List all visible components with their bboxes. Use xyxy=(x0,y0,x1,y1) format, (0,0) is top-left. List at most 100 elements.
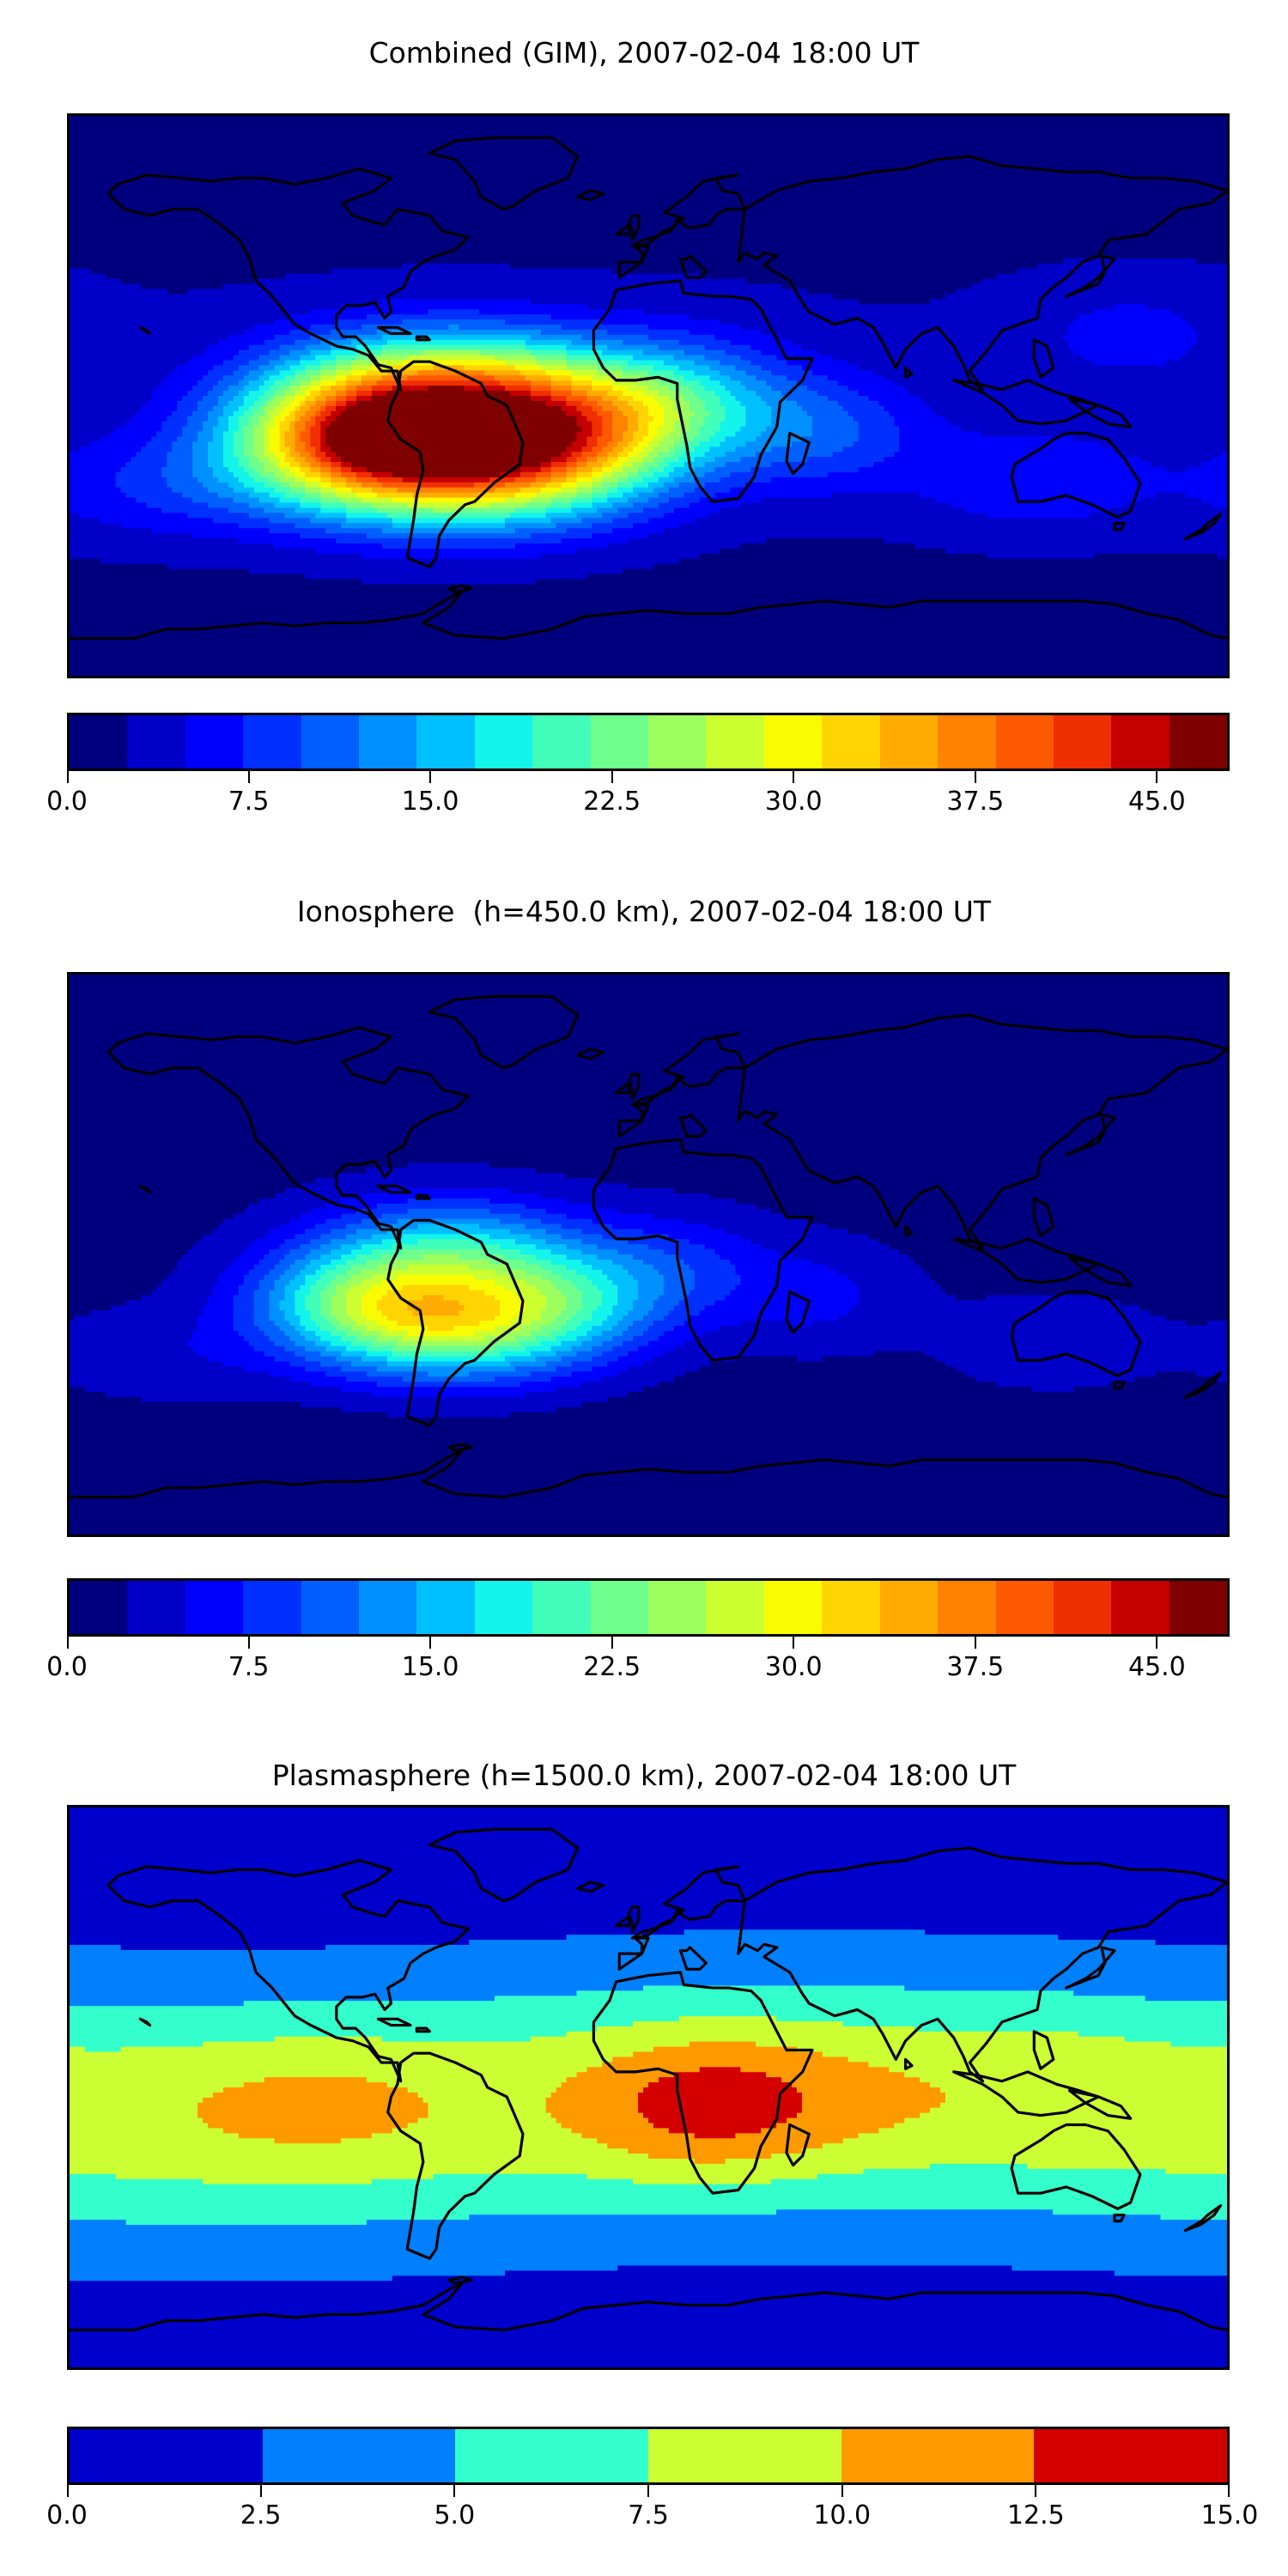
colorbar-band xyxy=(822,1581,880,1634)
colorbar-tick-label: 15.0 xyxy=(1200,2500,1259,2530)
colorbar-band xyxy=(532,1581,591,1634)
colorbar-band xyxy=(70,2429,263,2482)
colorbar-band xyxy=(879,715,939,769)
colorbar-band xyxy=(1169,1581,1227,1634)
colorbar-tick-label: 30.0 xyxy=(764,787,823,817)
colorbar-band xyxy=(841,2429,1035,2482)
colorbar-band xyxy=(359,715,417,769)
colorbar[interactable] xyxy=(67,713,1230,771)
colorbar-tick-label: 22.5 xyxy=(583,787,641,817)
colorbar-band xyxy=(474,715,533,769)
panel-combined-gim: Combined (GIM), 2007-02-04 18:00 UT 0.0 7… xyxy=(0,0,1288,859)
colorbar-tick xyxy=(453,2485,456,2497)
colorbar-band xyxy=(822,715,880,769)
colorbar-tick-label: 10.0 xyxy=(813,2500,872,2530)
colorbar-band xyxy=(243,715,301,769)
map-axes[interactable] xyxy=(67,113,1230,678)
colorbar-tick xyxy=(611,1637,613,1649)
colorbar-band xyxy=(185,1581,244,1634)
colorbar-tick xyxy=(429,1637,432,1649)
colorbar-band xyxy=(243,1581,301,1634)
colorbar-band xyxy=(416,715,475,769)
colorbar-tick xyxy=(793,1637,795,1649)
colorbar-band xyxy=(455,2429,649,2482)
colorbar-tick-label: 2.5 xyxy=(240,2500,282,2530)
colorbar-band xyxy=(416,1581,475,1634)
colorbar[interactable] xyxy=(67,1578,1230,1637)
colorbar-tick-label: 45.0 xyxy=(1127,787,1186,817)
colorbar-band xyxy=(301,1581,360,1634)
colorbar-tick-label: 30.0 xyxy=(764,1652,823,1682)
colorbar-tick xyxy=(247,1637,250,1649)
panel-title: Ionosphere (h=450.0 km), 2007-02-04 18:0… xyxy=(296,895,992,928)
colorbar-band xyxy=(1169,715,1227,769)
colorbar-tick-label: 5.0 xyxy=(434,2500,476,2530)
colorbar-tick-label: 37.5 xyxy=(946,1652,1005,1682)
colorbar-band xyxy=(763,715,823,769)
colorbar-band xyxy=(1111,715,1170,769)
colorbar-tick-label: 7.5 xyxy=(228,787,270,817)
colorbar-tick-label: 12.5 xyxy=(1006,2500,1065,2530)
colorbar-tick-label: 15.0 xyxy=(401,787,459,817)
colorbar-band xyxy=(648,715,707,769)
colorbar-tick xyxy=(429,771,432,783)
colorbar-ticks xyxy=(67,2485,1230,2497)
panel-title: Combined (GIM), 2007-02-04 18:00 UT xyxy=(368,36,920,70)
colorbar-tick xyxy=(67,771,69,783)
colorbar-tick xyxy=(974,771,976,783)
colorbar-ticks xyxy=(67,1637,1230,1649)
map-axes[interactable] xyxy=(67,972,1230,1537)
colorbar-band xyxy=(70,1581,128,1634)
colorbar-tick xyxy=(841,2485,843,2497)
colorbar-band xyxy=(127,1581,185,1634)
colorbar-band xyxy=(301,715,360,769)
colorbar-band xyxy=(763,1581,823,1634)
colorbar-tick-label: 37.5 xyxy=(946,787,1005,817)
colorbar-tick-label: 15.0 xyxy=(401,1652,459,1682)
colorbar-tick-label: 0.0 xyxy=(46,2500,88,2530)
colorbar-tick-labels: 0.0 2.5 5.0 7.5 10.0 12.5 15.0 xyxy=(46,2500,1258,2537)
tec-contour-map xyxy=(70,1807,1227,2367)
colorbar-tick xyxy=(1035,2485,1037,2497)
panel-title: Plasmasphere (h=1500.0 km), 2007-02-04 1… xyxy=(271,1759,1017,1792)
colorbar-band xyxy=(262,2429,456,2482)
colorbar-band xyxy=(70,715,128,769)
colorbar-tick xyxy=(1228,2485,1230,2497)
tec-contour-map xyxy=(70,975,1227,1534)
colorbar-tick xyxy=(67,1637,69,1649)
colorbar[interactable] xyxy=(67,2427,1230,2485)
colorbar-band xyxy=(185,715,244,769)
colorbar-band xyxy=(648,2429,841,2482)
colorbar-tick xyxy=(611,771,613,783)
colorbar-band xyxy=(1111,1581,1170,1634)
tec-contour-map xyxy=(70,116,1227,676)
colorbar-tick xyxy=(1156,1637,1158,1649)
colorbar-tick xyxy=(247,771,250,783)
colorbar-band xyxy=(706,1581,764,1634)
panel-ionosphere: Ionosphere (h=450.0 km), 2007-02-04 18:0… xyxy=(0,859,1288,1726)
colorbar-band xyxy=(1053,1581,1112,1634)
colorbar-tick xyxy=(974,1637,976,1649)
colorbar-tick-label: 0.0 xyxy=(46,1652,88,1682)
colorbar-band xyxy=(590,715,649,769)
map-axes[interactable] xyxy=(67,1805,1230,2370)
panel-plasmasphere: Plasmasphere (h=1500.0 km), 2007-02-04 1… xyxy=(0,1726,1288,2576)
colorbar-band xyxy=(590,1581,649,1634)
colorbar-band xyxy=(938,715,996,769)
colorbar-band xyxy=(995,1581,1054,1634)
colorbar-band xyxy=(706,715,764,769)
colorbar-band xyxy=(648,1581,707,1634)
colorbar-ticks xyxy=(67,771,1230,783)
colorbar-tick-labels: 0.0 7.5 15.0 22.5 30.0 37.5 45.0 xyxy=(46,1652,1230,1688)
colorbar-tick xyxy=(1156,771,1158,783)
colorbar-band xyxy=(1034,2429,1227,2482)
colorbar-band xyxy=(127,715,185,769)
colorbar-tick xyxy=(647,2485,649,2497)
colorbar-band xyxy=(532,715,591,769)
colorbar-band xyxy=(474,1581,533,1634)
colorbar-tick xyxy=(67,2485,69,2497)
colorbar-band xyxy=(1053,715,1112,769)
colorbar-band xyxy=(879,1581,939,1634)
colorbar-tick-label: 0.0 xyxy=(46,787,88,817)
